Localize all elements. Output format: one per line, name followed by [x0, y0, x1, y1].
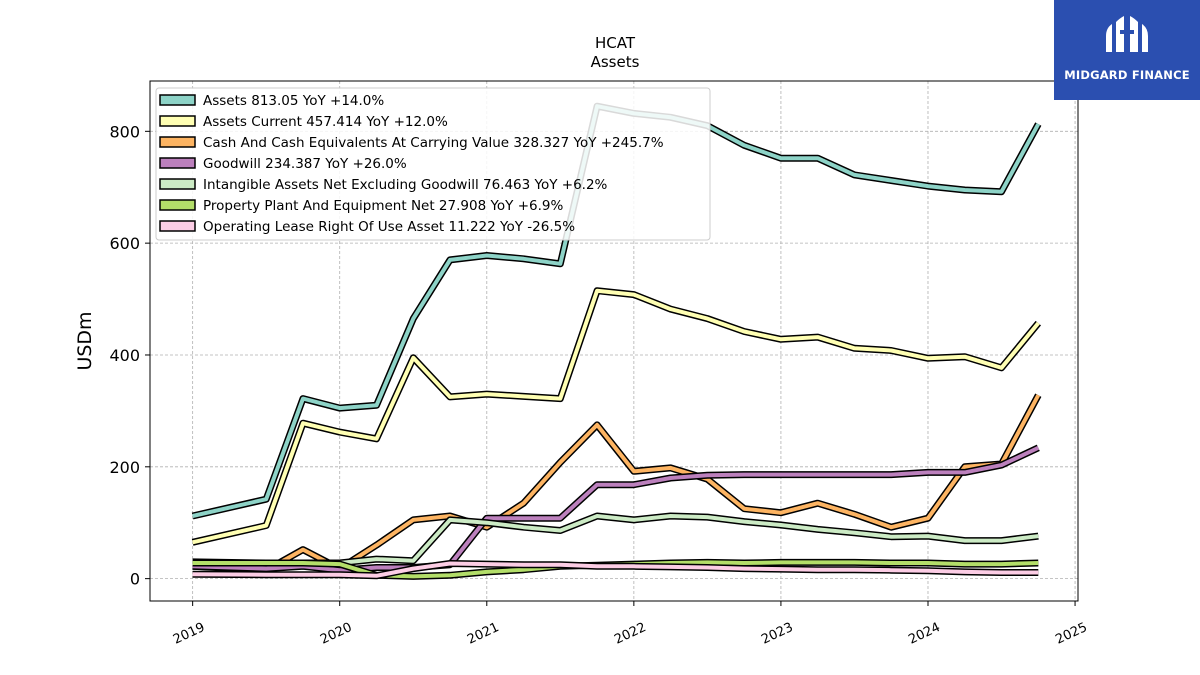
- legend-swatch: [159, 199, 196, 211]
- legend-swatch: [159, 94, 196, 106]
- series-line-outline: [191, 287, 1042, 546]
- series-line: [192, 394, 1041, 573]
- x-tick-label: 2023: [759, 620, 795, 648]
- series-line: [192, 561, 1039, 578]
- legend-entry: Goodwill 234.387 YoY +26.0%: [203, 156, 407, 172]
- x-tick-label: 2024: [906, 620, 942, 648]
- x-tick-label: 2020: [318, 620, 354, 648]
- series-line: [192, 445, 1040, 573]
- legend-entry: Cash And Cash Equivalents At Carrying Va…: [203, 135, 664, 151]
- y-tick-label: 0: [130, 570, 140, 589]
- x-axis: 2019 2020 2021 2022 2023 2024 2025: [171, 601, 1090, 648]
- chart-subtitle: Assets: [591, 53, 640, 71]
- x-tick-label: 2025: [1053, 620, 1089, 648]
- brand-logo: MIDGARD FINANCE: [1054, 0, 1200, 100]
- legend-swatch: [159, 178, 196, 190]
- y-tick-label: 800: [109, 122, 140, 141]
- chart-title: HCAT: [595, 34, 636, 52]
- x-tick-label: 2021: [465, 620, 501, 648]
- legend-swatch: [159, 115, 196, 127]
- y-tick-label: 600: [109, 234, 140, 253]
- legend-entry: Intangible Assets Net Excluding Goodwill…: [203, 177, 608, 193]
- legend-entry: Assets 813.05 YoY +14.0%: [203, 93, 384, 109]
- legend-entry: Property Plant And Equipment Net 27.908 …: [203, 198, 563, 214]
- series-line: [192, 288, 1040, 545]
- legend-swatch: [159, 136, 196, 148]
- legend-entry: Operating Lease Right Of Use Asset 11.22…: [203, 219, 575, 235]
- brand-logo-icon: [1106, 16, 1148, 52]
- plot-frame: [149, 80, 1079, 602]
- series-line: [192, 514, 1039, 565]
- legend-swatch: [159, 220, 196, 232]
- legend-swatch: [159, 157, 196, 169]
- brand-name: MIDGARD FINANCE: [1064, 68, 1190, 82]
- y-axis: 0 200 400 600 800: [109, 122, 150, 589]
- series-line-outline: [192, 444, 1040, 574]
- y-axis-label: USDm: [74, 311, 96, 370]
- y-tick-label: 400: [109, 346, 140, 365]
- legend: Assets 813.05 YoY +14.0% Assets Current 4…: [155, 87, 711, 241]
- y-tick-label: 200: [109, 458, 140, 477]
- x-tick-label: 2022: [612, 620, 648, 648]
- legend-entry: Assets Current 457.414 YoY +12.0%: [203, 114, 448, 130]
- x-tick-label: 2019: [171, 620, 207, 648]
- legend-box: [155, 87, 711, 241]
